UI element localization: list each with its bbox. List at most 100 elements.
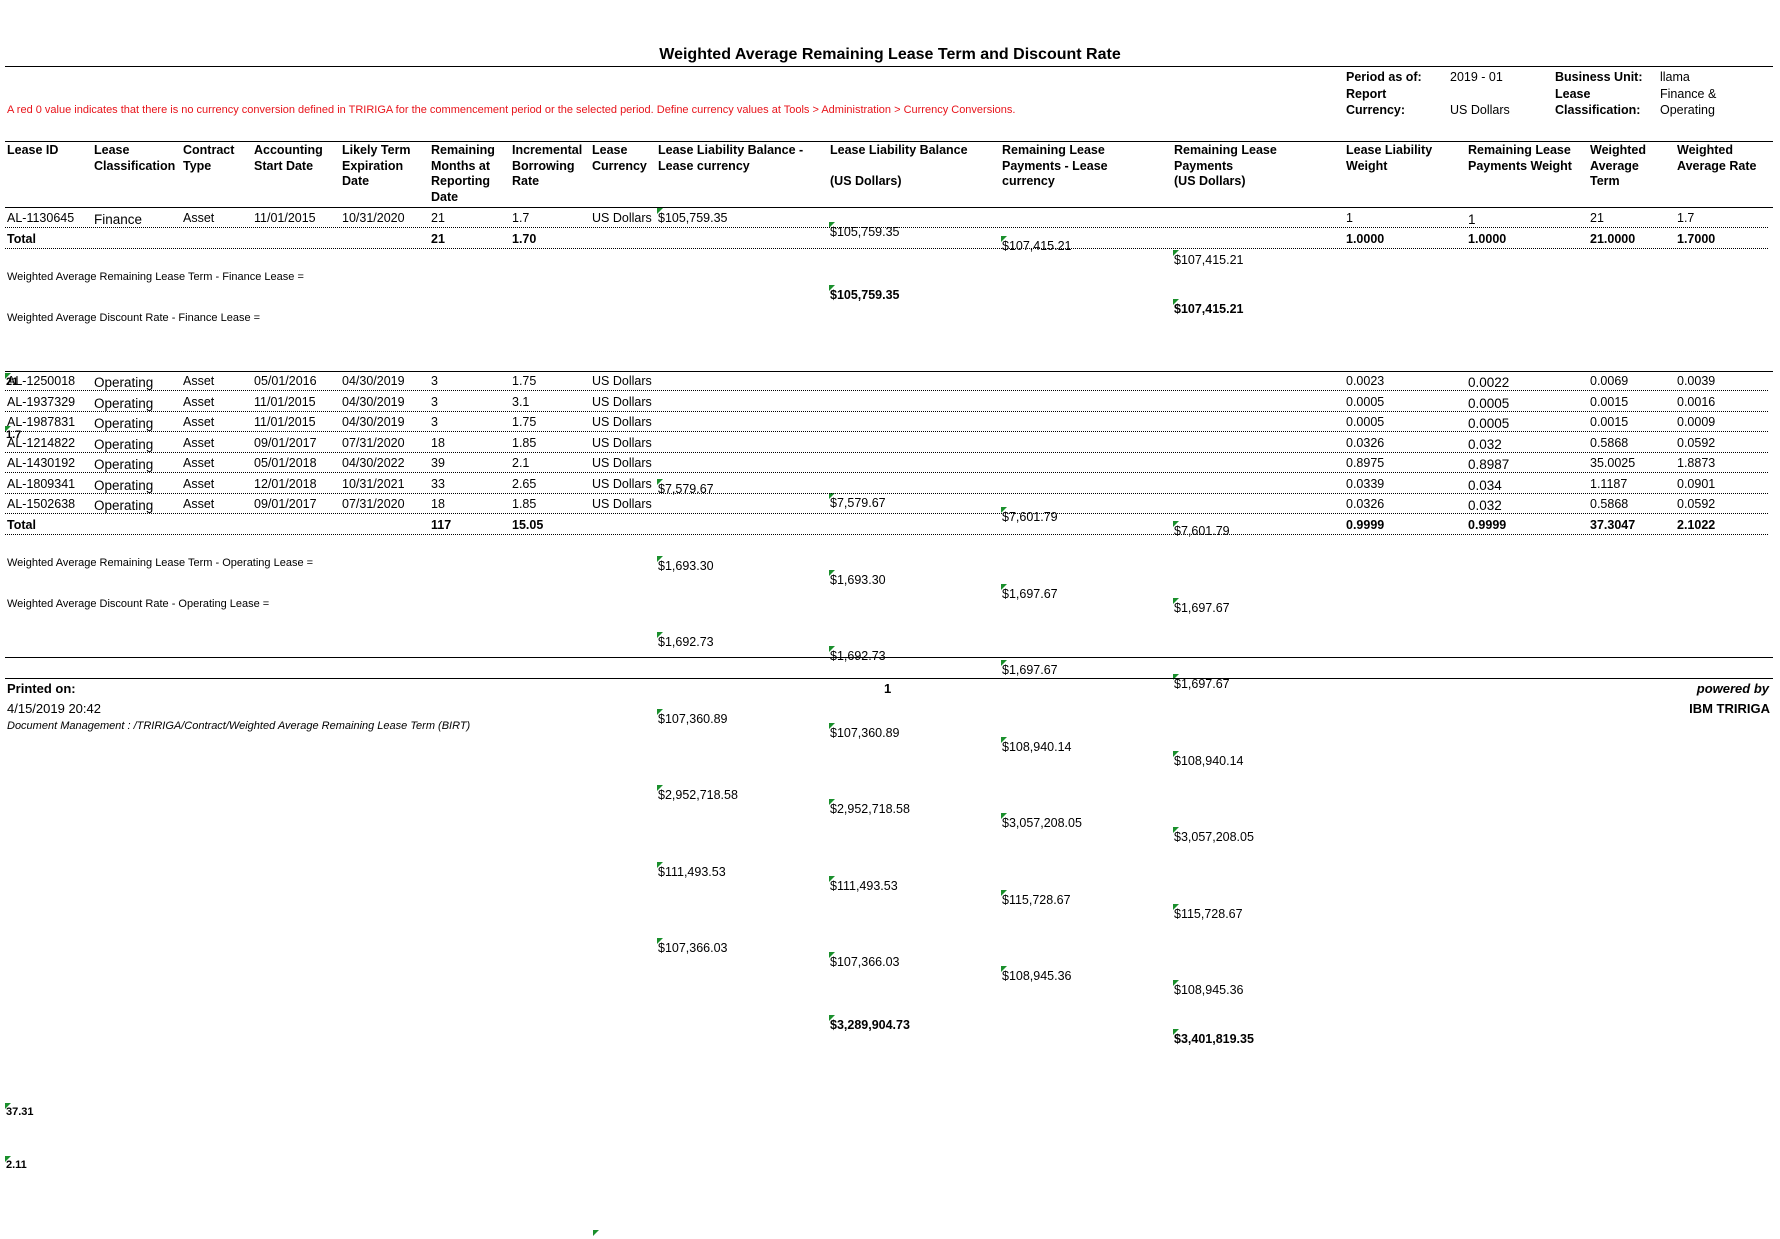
footer-rule-2 xyxy=(5,678,1773,679)
cell-liability-weight: 0.0326 xyxy=(1346,497,1385,511)
cell-remaining-payments-usd: $107,415.21 xyxy=(1173,298,1780,316)
total-row: Total 21 1.70 $105,759.35 $107,415.21 1.0000 1… xyxy=(0,56,1780,316)
document-path: Document Management : /TRIRIGA/Contract/… xyxy=(7,720,471,732)
column-header-incremental-borrowing-rate: Incremental Borrowing Rate xyxy=(512,143,583,188)
cell-remaining-payments-lease-currency: $115,728.67 xyxy=(1001,889,1780,907)
cell-remaining-payments-usd: $7,601.79 xyxy=(1173,521,1780,538)
cell-payments-weight: 1 xyxy=(1468,212,1476,227)
cell-lease-id: AL-1937329 xyxy=(7,394,76,409)
cell-liability-balance-usd: $107,360.89 xyxy=(829,722,1780,740)
cell-liability-weight: 0.8975 xyxy=(1346,456,1385,470)
cell-weighted-average-term: 0.0015 xyxy=(1590,415,1629,429)
cell-payments-weight: 0.032 xyxy=(1468,436,1502,452)
cell-lease-classification: Operating xyxy=(94,477,154,493)
cell-contract-type: Asset xyxy=(183,497,215,511)
cell-accounting-start-date: 12/01/2018 xyxy=(254,476,317,491)
currency-note: A red 0 value indicates that there is no… xyxy=(7,104,1016,116)
cell-lease-id: AL-1214822 xyxy=(7,435,76,450)
row-separator xyxy=(5,431,1768,432)
row-separator xyxy=(5,410,1768,412)
cell-payments-weight: 1.0000 xyxy=(1468,231,1507,246)
cell-lease-currency: US Dollars xyxy=(592,211,652,225)
cell-liability-weight: 1 xyxy=(1346,211,1353,225)
finance-rate-label: Weighted Average Discount Rate - Finance… xyxy=(7,312,261,324)
cell-lease-id: AL-1130645 xyxy=(7,211,75,225)
page-number: 1 xyxy=(884,681,892,696)
row-separator xyxy=(5,533,1768,535)
column-header-lease-id: Lease ID xyxy=(7,143,59,157)
cell-liability-balance-usd: $3,289,904.73 xyxy=(829,1014,1780,1032)
cell-weighted-average-rate: 1.7000 xyxy=(1677,231,1716,246)
cell-contract-type: Asset xyxy=(183,456,215,470)
cell-liability-balance-usd: $7,579.67 xyxy=(829,493,1780,510)
cell-weighted-average-rate: 1.8873 xyxy=(1677,456,1716,470)
cell-lease-id: AL-1987831 xyxy=(7,415,76,429)
cell-remaining-payments-usd: $108,940.14 xyxy=(1173,750,1780,768)
cell-remaining-payments-lease-currency: $1,697.67 xyxy=(1001,660,1780,677)
cell-contract-type: Asset xyxy=(183,435,215,450)
cell-incremental-borrowing-rate: 2.65 xyxy=(512,476,537,491)
cell-liability-weight: 0.0005 xyxy=(1346,415,1385,429)
cell-liability-balance-lease-currency: $111,493.53 xyxy=(657,861,1780,879)
report-currency-value: US Dollars xyxy=(1450,103,1510,117)
cell-weighted-average-term: 21.0000 xyxy=(1590,231,1636,246)
cell-weighted-average-rate: 0.0901 xyxy=(1677,476,1716,491)
business-unit-label: Business Unit: xyxy=(1555,70,1643,84)
cell-remaining-months: 39 xyxy=(431,456,445,470)
operating-rate-label: Weighted Average Discount Rate - Operati… xyxy=(7,598,270,610)
column-header-likely-term-expiration-date: Likely Term Expiration Date xyxy=(342,143,411,188)
cell-weighted-average-term: 35.0025 xyxy=(1590,456,1636,470)
cell-remaining-months: 117 xyxy=(431,517,452,532)
cell-remaining-months: 3 xyxy=(431,415,438,429)
cell-weighted-average-term: 0.5868 xyxy=(1590,435,1629,450)
cell-payments-weight: 0.8987 xyxy=(1468,457,1510,472)
cell-lease-id: AL-1502638 xyxy=(7,497,76,511)
cell-remaining-payments-usd: $3,401,819.35 xyxy=(1173,1028,1780,1046)
cell-lease-currency: US Dollars xyxy=(592,456,652,470)
cell-lease-currency: US Dollars xyxy=(592,415,652,429)
cell-lease-classification: Finance xyxy=(94,212,143,227)
cell-liability-balance-lease-currency: $107,360.89 xyxy=(657,708,1780,726)
cell-payments-weight: 0.032 xyxy=(1468,498,1502,513)
column-header-remaining-months: Remaining Months at Reporting Date xyxy=(431,143,495,204)
cell-contract-type: Asset xyxy=(183,394,215,409)
column-header-liability-balance-usd: Lease Liability Balance (US Dollars) xyxy=(830,143,968,188)
cell-remaining-payments-usd: $1,697.67 xyxy=(1173,597,1780,615)
cell-liability-balance-usd: $107,366.03 xyxy=(829,952,1780,969)
cell-remaining-payments-lease-currency: $108,945.36 xyxy=(1001,966,1780,983)
operating-rate-value: 2.11 xyxy=(5,1156,1780,1171)
cell-remaining-months: 21 xyxy=(431,231,445,246)
cell-lease-classification: Operating xyxy=(94,498,154,513)
cell-lease-classification: Operating xyxy=(94,457,154,472)
cell-incremental-borrowing-rate: 1.70 xyxy=(512,231,537,246)
row-separator xyxy=(5,247,1768,249)
cell-liability-balance-usd: $105,759.35 xyxy=(829,222,1780,239)
cell-payments-weight: 0.034 xyxy=(1468,477,1502,493)
cell-remaining-payments-lease-currency: $107,415.21 xyxy=(1001,236,1780,253)
cell-remaining-payments-usd: $1,697.67 xyxy=(1173,674,1780,691)
cell-lease-id: Total xyxy=(7,517,36,532)
cell-liability-balance-lease-currency: $105,759.35 xyxy=(657,208,1780,225)
column-header-lease-classification: Lease Classification xyxy=(94,143,176,173)
cell-weighted-average-rate: 1.7 xyxy=(1677,211,1695,225)
cell-weighted-average-term: 0.0069 xyxy=(1590,374,1629,388)
cell-likely-term-expiration-date: 07/31/2020 xyxy=(342,435,405,450)
cell-contract-type: Asset xyxy=(183,374,215,388)
cell-lease-id: Total xyxy=(7,231,36,246)
cell-weighted-average-rate: 0.0016 xyxy=(1677,394,1716,409)
period-value: 2019 - 01 xyxy=(1450,70,1503,84)
cell-incremental-borrowing-rate: 2.1 xyxy=(512,456,530,470)
cell-remaining-months: 18 xyxy=(431,435,445,450)
cell-liability-weight: 0.0339 xyxy=(1346,476,1385,491)
cell-remaining-payments-usd: $108,945.36 xyxy=(1173,980,1780,997)
cell-liability-balance-usd: $1,692.73 xyxy=(829,646,1780,663)
cell-payments-weight: 0.9999 xyxy=(1468,517,1507,532)
cell-incremental-borrowing-rate: 3.1 xyxy=(512,394,530,409)
cell-remaining-months: 3 xyxy=(431,374,438,388)
cell-accounting-start-date: 09/01/2017 xyxy=(254,435,317,450)
cell-accounting-start-date: 11/01/2015 xyxy=(254,211,316,225)
cell-lease-id: AL-1430192 xyxy=(7,456,76,470)
cell-liability-balance-usd: $105,759.35 xyxy=(829,284,1780,302)
cell-contract-type: Asset xyxy=(183,211,215,225)
lease-classification-value: Finance & Operating xyxy=(1660,87,1717,117)
